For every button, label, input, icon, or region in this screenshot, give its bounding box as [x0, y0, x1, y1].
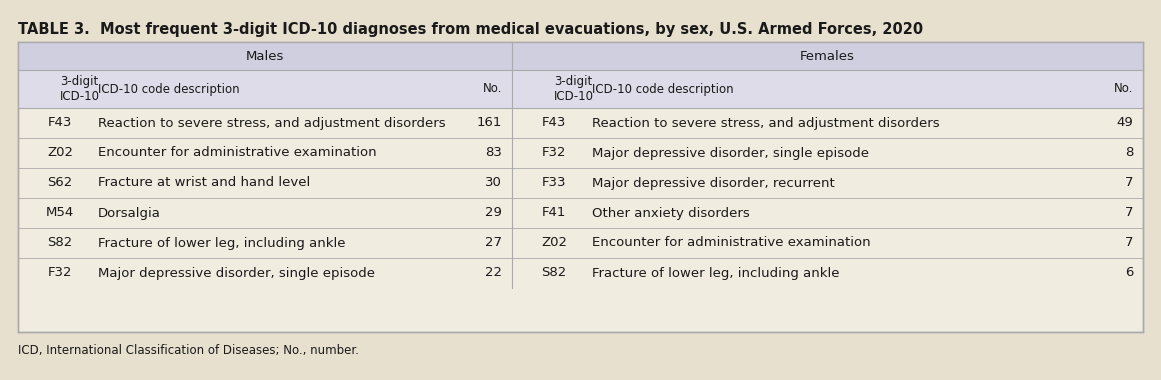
Text: F43: F43 — [48, 117, 72, 130]
Text: Major depressive disorder, recurrent: Major depressive disorder, recurrent — [592, 176, 835, 190]
Text: S82: S82 — [541, 266, 567, 280]
Text: ICD-10 code description: ICD-10 code description — [592, 82, 734, 95]
Text: 27: 27 — [485, 236, 502, 250]
Text: S82: S82 — [48, 236, 73, 250]
Text: F32: F32 — [542, 147, 567, 160]
Text: 49: 49 — [1116, 117, 1133, 130]
Text: 29: 29 — [485, 206, 502, 220]
Text: 6: 6 — [1125, 266, 1133, 280]
Text: Fracture at wrist and hand level: Fracture at wrist and hand level — [98, 176, 310, 190]
Text: 83: 83 — [485, 147, 502, 160]
Text: 7: 7 — [1125, 236, 1133, 250]
Text: No.: No. — [1113, 82, 1133, 95]
Text: Major depressive disorder, single episode: Major depressive disorder, single episod… — [98, 266, 375, 280]
Text: Z02: Z02 — [46, 147, 73, 160]
Text: 8: 8 — [1125, 147, 1133, 160]
Text: F32: F32 — [48, 266, 72, 280]
Text: Dorsalgia: Dorsalgia — [98, 206, 161, 220]
Bar — [19, 42, 1142, 332]
Text: Reaction to severe stress, and adjustment disorders: Reaction to severe stress, and adjustmen… — [592, 117, 939, 130]
Text: S62: S62 — [48, 176, 73, 190]
Text: ICD-10 code description: ICD-10 code description — [98, 82, 239, 95]
Text: Fracture of lower leg, including ankle: Fracture of lower leg, including ankle — [592, 266, 839, 280]
Text: Major depressive disorder, single episode: Major depressive disorder, single episod… — [592, 147, 868, 160]
Text: Females: Females — [800, 49, 854, 62]
Text: Encounter for administrative examination: Encounter for administrative examination — [98, 147, 376, 160]
Text: F33: F33 — [542, 176, 567, 190]
Text: 30: 30 — [485, 176, 502, 190]
Text: F41: F41 — [542, 206, 567, 220]
Text: ICD, International Classification of Diseases; No., number.: ICD, International Classification of Dis… — [19, 344, 359, 357]
Text: 3-digit
ICD-10: 3-digit ICD-10 — [60, 74, 100, 103]
Text: Reaction to severe stress, and adjustment disorders: Reaction to severe stress, and adjustmen… — [98, 117, 446, 130]
Text: Z02: Z02 — [541, 236, 567, 250]
Text: Fracture of lower leg, including ankle: Fracture of lower leg, including ankle — [98, 236, 346, 250]
Text: M54: M54 — [46, 206, 74, 220]
Text: 22: 22 — [485, 266, 502, 280]
Text: 7: 7 — [1125, 206, 1133, 220]
Text: F43: F43 — [542, 117, 567, 130]
Text: 3-digit
ICD-10: 3-digit ICD-10 — [554, 74, 594, 103]
Bar — [19, 42, 1142, 70]
Bar — [19, 70, 1142, 108]
Text: Encounter for administrative examination: Encounter for administrative examination — [592, 236, 871, 250]
Text: TABLE 3.  Most frequent 3-digit ICD-10 diagnoses from medical evacuations, by se: TABLE 3. Most frequent 3-digit ICD-10 di… — [19, 22, 923, 37]
Text: Males: Males — [246, 49, 284, 62]
Text: 161: 161 — [477, 117, 502, 130]
Text: No.: No. — [483, 82, 502, 95]
Text: Other anxiety disorders: Other anxiety disorders — [592, 206, 750, 220]
Text: 7: 7 — [1125, 176, 1133, 190]
